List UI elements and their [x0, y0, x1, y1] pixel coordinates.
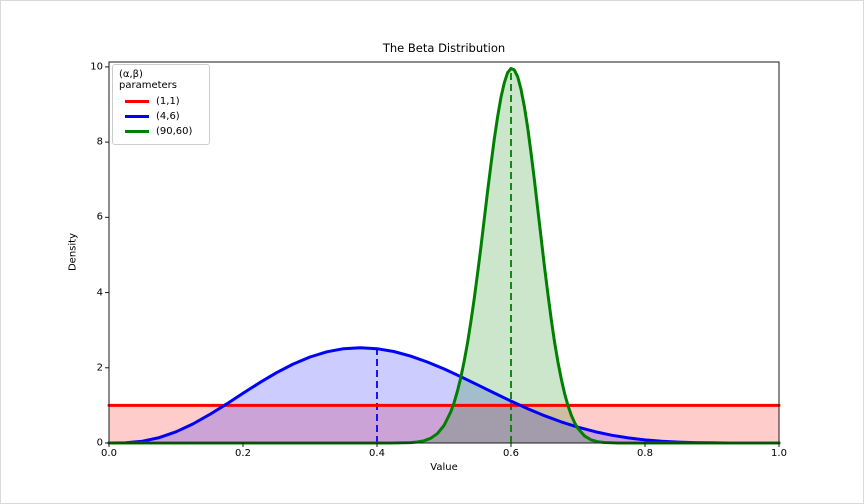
legend-entry: (90,60): [113, 124, 209, 139]
y-tick-label: 4: [96, 287, 103, 299]
legend-swatch-icon: [125, 99, 149, 104]
legend-entry-label: (1,1): [156, 96, 180, 107]
legend-entry-label: (4,6): [156, 111, 180, 122]
y-tick-label: 8: [96, 136, 103, 148]
x-tick-label: 1.0: [771, 448, 787, 459]
legend: (α,β) parameters (1,1) (4,6) (90,60): [112, 64, 210, 145]
x-tick-label: 0.6: [503, 448, 519, 459]
x-tick-label: 0.0: [101, 448, 117, 459]
legend-entry-label: (90,60): [156, 126, 193, 137]
y-tick-label: 10: [90, 61, 103, 73]
y-axis-label: Density: [67, 232, 79, 272]
legend-entry: (4,6): [113, 109, 209, 124]
x-tick-label: 0.4: [369, 448, 385, 459]
legend-swatch-icon: [125, 114, 149, 119]
x-axis-label: Value: [430, 462, 458, 473]
chart-title: The Beta Distribution: [382, 41, 506, 55]
legend-entry: (1,1): [113, 94, 209, 109]
legend-entries: (1,1) (4,6) (90,60): [113, 94, 209, 139]
y-tick-label: 0: [96, 437, 103, 449]
series-fill-(4,6): [109, 347, 779, 443]
series-line-(90,60): [107, 67, 781, 445]
y-tick-label: 2: [96, 362, 103, 374]
legend-title: (α,β) parameters: [119, 69, 178, 91]
axes-spines: [108, 61, 780, 444]
x-tick-label: 0.2: [235, 448, 251, 459]
y-tick-label: 6: [96, 211, 103, 223]
series-line-(4,6): [107, 346, 781, 445]
legend-swatch-icon: [125, 129, 149, 134]
x-tick-label: 0.8: [637, 448, 653, 459]
